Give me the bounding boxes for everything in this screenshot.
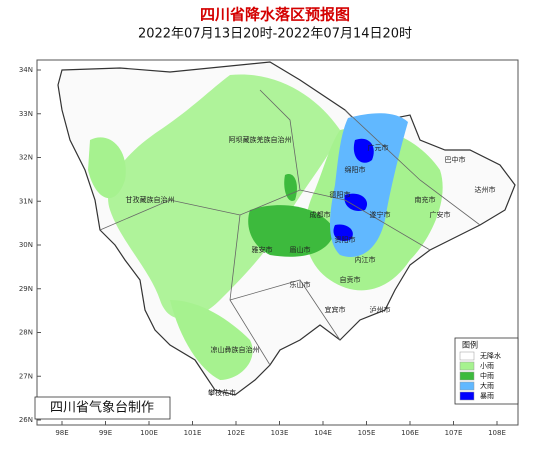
lat-label: 28N [19,329,33,337]
lon-label: 108E [488,429,506,437]
moderate-rain-area [248,205,335,257]
light-rain-area [88,137,126,199]
lat-label: 30N [19,241,33,249]
lon-label: 102E [227,429,245,437]
lat-label: 26N [19,416,33,424]
legend-swatch [459,371,475,381]
lat-label: 31N [19,197,33,205]
moderate-rain-area [284,174,297,201]
city-label: 乐山市 [290,280,311,289]
light-rain-area [170,300,253,380]
city-label: 达州市 [475,185,496,194]
map-subtitle: 2022年07月13日20时-2022年07月14日20时 [138,27,412,42]
legend-swatch [459,381,475,391]
city-label: 遂宁市 [370,210,391,219]
city-label: 绵阳市 [345,165,366,174]
city-label: 宜宾市 [325,305,346,314]
legend-label: 无降水 [480,351,501,360]
rainstorm-area [333,224,353,241]
city-label: 成都市 [310,210,331,219]
lat-label: 32N [19,154,33,162]
city-label: 凉山彝族自治州 [211,345,260,354]
legend-title: 图例 [462,340,478,350]
lat-label: 27N [19,372,33,380]
lon-label: 104E [314,429,332,437]
city-label: 南充市 [415,195,436,204]
legend-label: 中雨 [480,371,494,380]
city-label: 广元市 [368,143,389,152]
lon-label: 105E [358,429,376,437]
city-label: 雅安市 [252,245,273,254]
rainstorm-area [353,138,374,163]
city-label: 阿坝藏族羌族自治州 [229,135,292,144]
legend-swatch [459,361,475,371]
footer: 四川省气象台制作 [50,400,154,416]
map-title: 四川省降水落区预报图 [200,6,350,24]
boundary-line [99,89,481,366]
legend-label: 小雨 [480,361,494,370]
city-label: 广安市 [430,210,451,219]
city-label: 泸州市 [370,305,391,314]
city-label: 自贡市 [340,275,361,284]
legend-label: 大雨 [480,381,494,390]
heavy-rain-area [330,113,408,257]
lat-label: 33N [19,110,33,118]
lon-label: 99E [99,429,112,437]
lon-label: 100E [140,429,158,437]
lat-label: 34N [19,66,33,74]
lon-label: 103E [271,429,289,437]
light-rain-area [108,74,340,319]
city-label: 德阳市 [330,190,351,199]
lon-label: 101E [184,429,202,437]
city-label: 巴中市 [445,155,466,164]
city-label: 攀枝花市 [208,388,236,397]
lon-label: 107E [445,429,463,437]
lon-label: 98E [55,429,68,437]
city-label: 内江市 [355,255,376,264]
lon-label: 106E [401,429,419,437]
lat-label: 29N [19,285,33,293]
legend-label: 暴雨 [480,392,494,400]
rainstorm-area [344,193,368,211]
legend-swatch [459,391,475,401]
city-label: 资阳市 [335,235,356,244]
province [57,61,516,396]
city-label: 眉山市 [290,245,311,254]
footer-box [34,396,171,420]
city-label: 甘孜藏族自治州 [126,195,175,204]
legend-swatch [459,351,475,361]
